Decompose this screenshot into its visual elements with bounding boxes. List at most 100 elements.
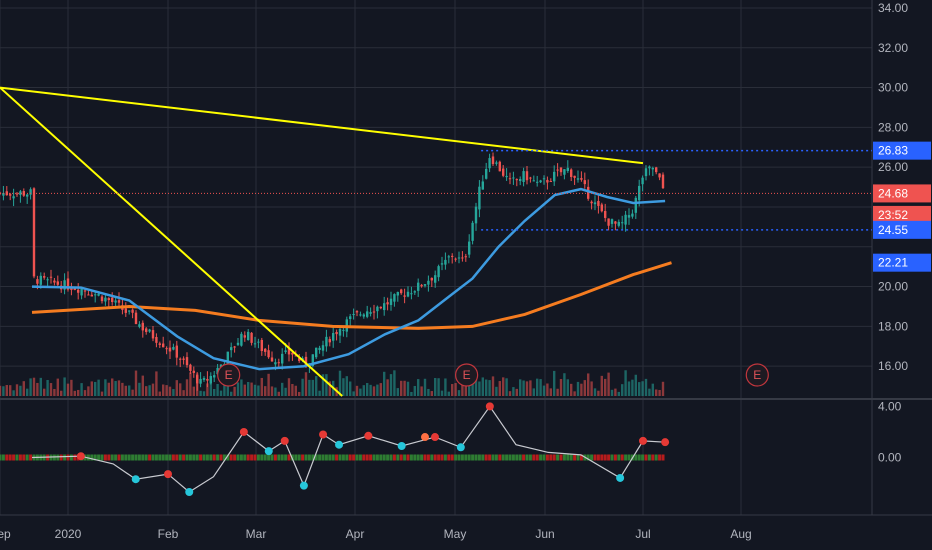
volume-bar [70, 379, 73, 396]
earnings-marker[interactable]: E [745, 363, 769, 387]
volume-bar [131, 389, 134, 396]
osc-histogram-bar [488, 454, 492, 461]
price-badge: 22.21 [873, 253, 931, 272]
volume-bar [658, 389, 661, 396]
volume-bar [580, 383, 583, 396]
candle-body [298, 358, 301, 361]
candle-body [155, 336, 158, 343]
candle-body [590, 201, 593, 204]
candle-body [90, 294, 93, 297]
volume-bar [430, 391, 433, 396]
osc-dot [661, 438, 670, 447]
osc-dot [131, 475, 140, 484]
osc-histogram-bar [590, 454, 594, 461]
osc-histogram-bar [501, 454, 505, 461]
osc-histogram-bar [222, 454, 226, 461]
volume-bar [107, 382, 110, 396]
volume-bar [145, 386, 148, 396]
earnings-marker[interactable]: E [455, 363, 479, 387]
volume-bar [539, 379, 542, 396]
candle-body [291, 352, 294, 355]
candle-body [604, 210, 607, 218]
osc-dot [397, 442, 406, 450]
volume-bar [440, 390, 444, 396]
candle-body [284, 350, 287, 353]
earnings-marker[interactable]: E [217, 363, 241, 387]
candle-body [182, 358, 185, 360]
volume-bar [5, 385, 8, 396]
trendline [0, 86, 644, 165]
volume-bar [553, 370, 556, 396]
osc-dot [431, 433, 439, 442]
volume-bar [359, 388, 362, 396]
candle-body [495, 162, 498, 164]
candle-body [454, 258, 457, 260]
volume-bar [590, 381, 593, 396]
candle-body [627, 215, 631, 218]
volume-bar [621, 384, 624, 396]
osc-histogram-bar [593, 454, 597, 461]
candle-body [542, 178, 546, 180]
candle-body [315, 347, 318, 358]
candle-body [206, 378, 209, 381]
osc-histogram-bar [437, 454, 441, 461]
volume-bar [566, 379, 569, 396]
volume-bar [434, 377, 437, 396]
candle-body [539, 180, 542, 183]
candle-body [138, 324, 141, 327]
volume-bar [617, 391, 620, 396]
osc-histogram-bar [375, 454, 379, 461]
volume-bar [12, 390, 15, 396]
earnings-circle [217, 363, 241, 387]
volume-bar [607, 372, 610, 396]
candle-body [332, 333, 335, 341]
osc-histogram-bar [219, 454, 223, 461]
osc-histogram-bar [185, 454, 189, 461]
osc-dot [616, 473, 625, 482]
volume-bar [121, 382, 124, 396]
osc-histogram-bar [586, 454, 590, 461]
volume-bar [559, 379, 563, 396]
candle-body [202, 378, 206, 380]
volume-bar [542, 385, 546, 396]
osc-histogram-bar [515, 454, 519, 461]
osc-histogram-bar [100, 454, 104, 461]
candle-body [325, 336, 328, 347]
volume-bar [661, 381, 665, 396]
osc-histogram-bar [25, 454, 29, 461]
y-tick-label: 34.00 [878, 1, 908, 15]
earnings-label: E [225, 368, 233, 382]
volume-bar [393, 370, 396, 396]
osc-dot [280, 436, 289, 445]
osc-histogram-bar [573, 454, 577, 461]
candle-body [389, 298, 393, 305]
volume-bar [641, 381, 644, 396]
osc-histogram-bar [171, 454, 175, 461]
osc-histogram-bar [552, 454, 556, 461]
osc-histogram-bar [195, 454, 199, 461]
candle-body [56, 281, 59, 285]
volume-bar [104, 379, 107, 396]
candle-body [570, 169, 573, 177]
osc-tick-label: 0.00 [878, 451, 902, 465]
volume-bar [0, 385, 2, 396]
volume-bar [49, 383, 53, 396]
volume-bar [36, 382, 39, 396]
volume-bar [444, 378, 447, 396]
osc-histogram-bar [209, 454, 213, 461]
volume-bar [563, 373, 566, 396]
osc-histogram-bar [297, 454, 301, 461]
volume-bar [328, 381, 331, 396]
volume-bar [627, 381, 631, 396]
volume-bar [46, 379, 49, 396]
candle-body [593, 202, 597, 205]
volume-bar [15, 384, 19, 396]
candle-body [107, 298, 110, 301]
candle-body [396, 292, 399, 296]
candle-body [36, 279, 39, 284]
volume-bar [172, 389, 175, 396]
candle-body [661, 174, 665, 189]
osc-histogram-bar [430, 454, 434, 461]
candle-body [270, 357, 274, 362]
